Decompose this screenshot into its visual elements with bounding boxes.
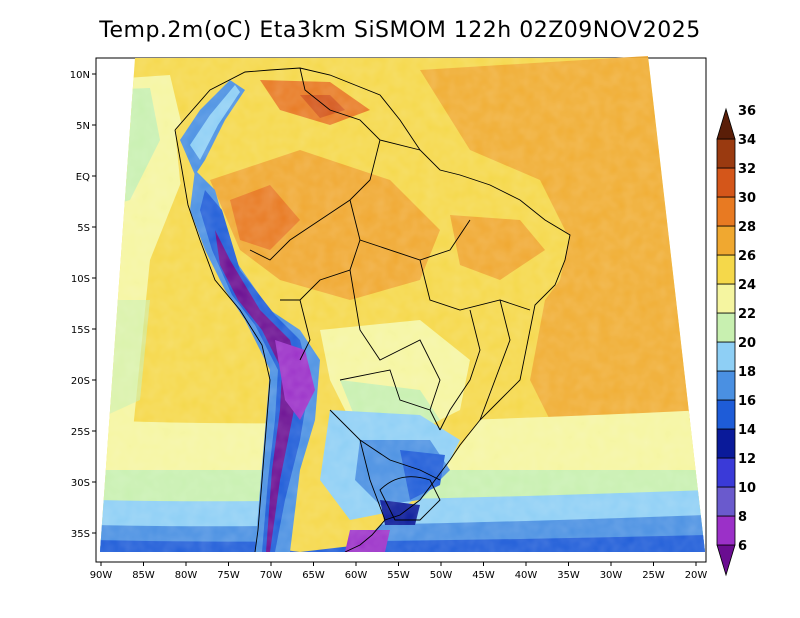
lon-tick-label: 40W	[515, 570, 538, 581]
lon-tick-label: 35W	[557, 570, 580, 581]
colorbar-segment	[716, 254, 736, 285]
lat-tick-label: EQ	[76, 172, 90, 183]
lon-tick-label: 60W	[345, 570, 368, 581]
colorbar-label: 20	[738, 336, 756, 351]
colorbar-label: 30	[738, 191, 756, 206]
lon-tick-label: 85W	[132, 570, 155, 581]
lat-tick-label: 25S	[71, 427, 90, 438]
colorbar: 6 8 10 12 14 16 18 20 22 24 26 28 30 32 34 36	[716, 104, 756, 577]
colorbar-segment	[716, 341, 736, 372]
lat-tick-label: 15S	[71, 325, 90, 336]
lon-tick-label: 75W	[217, 570, 240, 581]
colorbar-label: 36	[738, 104, 756, 119]
colorbar-label: 26	[738, 249, 756, 264]
coastlines	[174, 67, 571, 552]
lon-tick-label: 30W	[600, 570, 623, 581]
colorbar-segment	[716, 457, 736, 488]
colorbar-segment	[716, 428, 736, 459]
colorbar-segment	[716, 399, 736, 430]
lon-tick-label: 20W	[685, 570, 708, 581]
lon-tick-label: 90W	[90, 570, 113, 581]
map-title: Temp.2m(oC) Eta3km SiSMOM 122h 02Z09NOV2…	[99, 18, 701, 43]
lon-tick-label: 50W	[430, 570, 453, 581]
colorbar-label: 12	[738, 452, 756, 467]
lon-tick-label: 65W	[302, 570, 325, 581]
lon-tick-label: 80W	[175, 570, 198, 581]
colorbar-segment	[716, 312, 736, 343]
lat-tick-label: 10S	[71, 274, 90, 285]
lat-tick-label: 30S	[71, 478, 90, 489]
lon-tick-label: 55W	[387, 570, 410, 581]
lat-tick-label: 10N	[70, 70, 90, 81]
colorbar-label: 10	[738, 481, 756, 496]
colorbar-max-arrow	[716, 107, 736, 140]
longitude-axis: 90W 85W 80W 75W 70W 65W 60W 55W 50W 45W 40W 35W 30W 2…	[90, 562, 708, 581]
colorbar-segment	[716, 196, 736, 227]
colorbar-segment	[716, 283, 736, 314]
latitude-axis: 10N 5N EQ 5S 10S 15S 20S 25S 30S 35S	[70, 70, 96, 540]
colorbar-label: 14	[738, 423, 756, 438]
colorbar-segment	[716, 167, 736, 198]
lon-tick-label: 45W	[472, 570, 495, 581]
lat-tick-label: 5S	[77, 223, 90, 234]
lat-tick-label: 20S	[71, 376, 90, 387]
lon-tick-label: 70W	[260, 570, 283, 581]
colorbar-segment	[716, 370, 736, 401]
colorbar-label: 28	[738, 220, 756, 235]
colorbar-label: 32	[738, 162, 756, 177]
colorbar-min-arrow	[716, 544, 736, 577]
colorbar-label: 8	[738, 510, 747, 525]
colorbar-label: 18	[738, 365, 756, 380]
colorbar-segment	[716, 486, 736, 517]
colorbar-label: 22	[738, 307, 756, 322]
colorbar-label: 24	[738, 278, 756, 293]
colorbar-label: 16	[738, 394, 756, 409]
colorbar-segment	[716, 138, 736, 169]
colorbar-segment	[716, 515, 736, 546]
lon-tick-label: 25W	[642, 570, 665, 581]
colorbar-label: 6	[738, 539, 747, 554]
lat-tick-label: 35S	[71, 529, 90, 540]
colorbar-label: 34	[738, 133, 756, 148]
colorbar-segment	[716, 225, 736, 256]
lat-tick-label: 5N	[76, 121, 90, 132]
temperature-field	[100, 56, 705, 552]
